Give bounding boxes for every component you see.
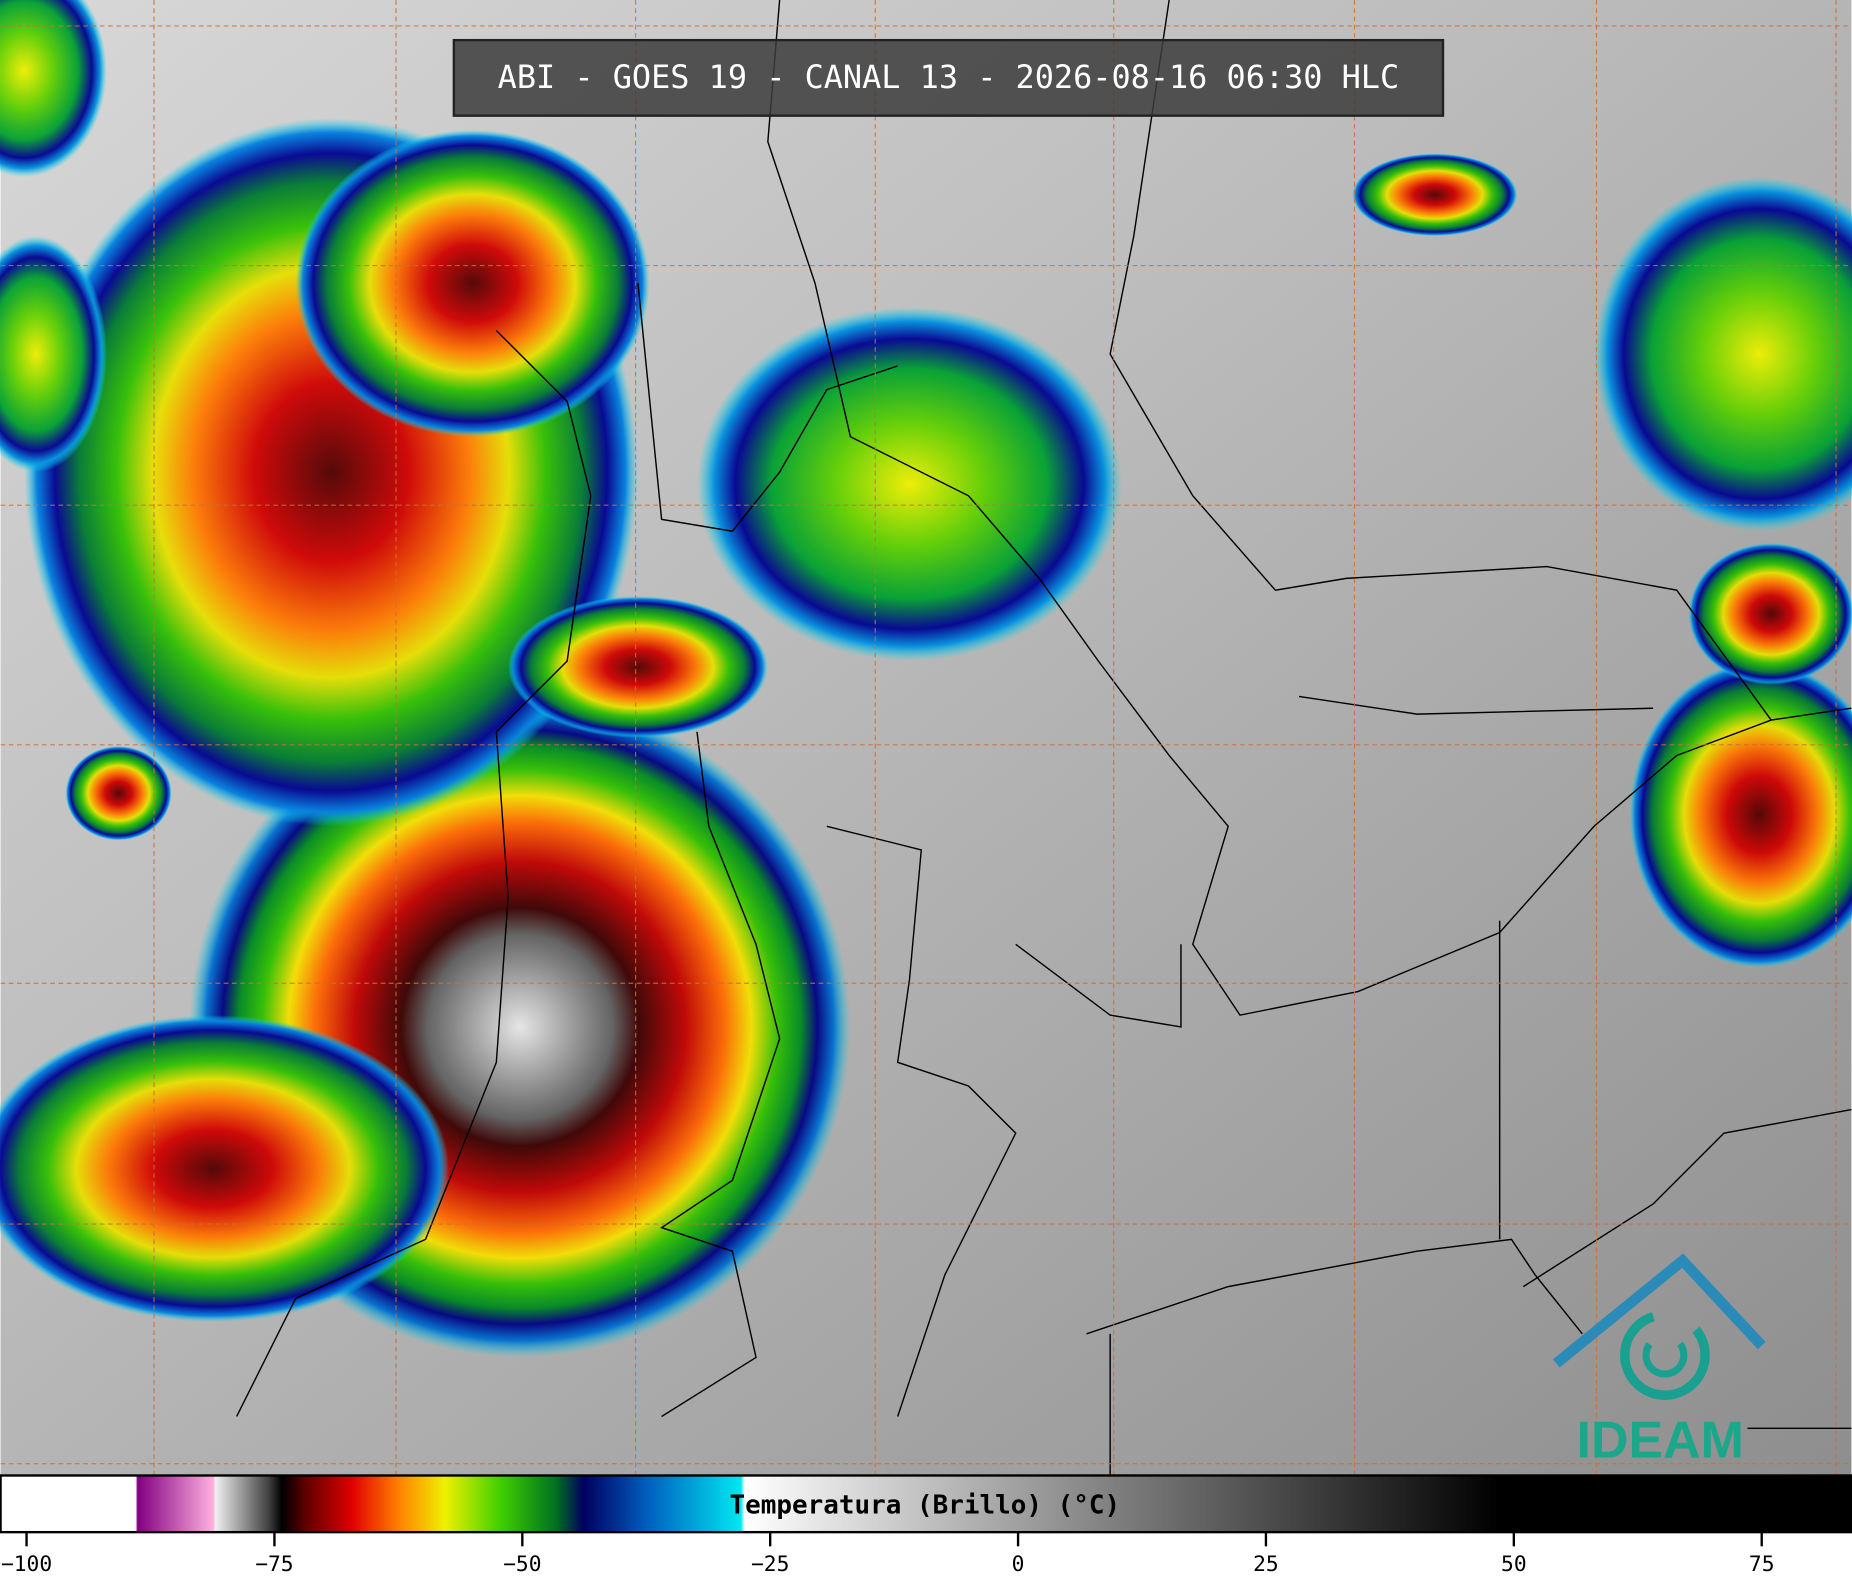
title: ABI - GOES 19 - CANAL 13 - 2026-08-16 06… bbox=[498, 58, 1400, 96]
logo: IDEAM bbox=[1552, 1253, 1766, 1469]
storm bbox=[1688, 543, 1852, 685]
tick-label: 25 bbox=[1253, 1552, 1279, 1577]
tick-label: 50 bbox=[1501, 1552, 1527, 1577]
logo-roof bbox=[1552, 1253, 1766, 1368]
storm bbox=[0, 0, 107, 178]
tick-label: 75 bbox=[1749, 1552, 1775, 1577]
storm bbox=[508, 596, 768, 738]
colorbar-ticks: −100 −75 −50 −25 0 25 50 75 bbox=[1, 1532, 1775, 1577]
colorbar bbox=[0, 1474, 1852, 1534]
storm bbox=[697, 306, 1122, 662]
storm bbox=[295, 129, 650, 437]
storm bbox=[1352, 153, 1518, 237]
tick-label: −50 bbox=[503, 1552, 541, 1577]
logo-swirl bbox=[1642, 1332, 1688, 1378]
tick-label: 0 bbox=[1012, 1552, 1025, 1577]
borders bbox=[236, 0, 1852, 1476]
title-background bbox=[452, 38, 1445, 117]
storm bbox=[0, 236, 107, 473]
storm bbox=[65, 746, 172, 841]
graticule bbox=[0, 0, 1852, 1476]
tick-label: −75 bbox=[255, 1552, 293, 1577]
tick-label: −100 bbox=[1, 1552, 52, 1577]
storm bbox=[1629, 661, 1852, 968]
title-box: ABI - GOES 19 - CANAL 13 - 2026-08-16 06… bbox=[452, 38, 1445, 117]
storm bbox=[0, 1015, 450, 1322]
colorbar-label: Temperatura (Brillo) (°C) bbox=[729, 1491, 1120, 1521]
logo-swirl bbox=[1620, 1310, 1710, 1400]
tick-label: −25 bbox=[751, 1552, 789, 1577]
logo-text: IDEAM bbox=[1577, 1411, 1744, 1469]
